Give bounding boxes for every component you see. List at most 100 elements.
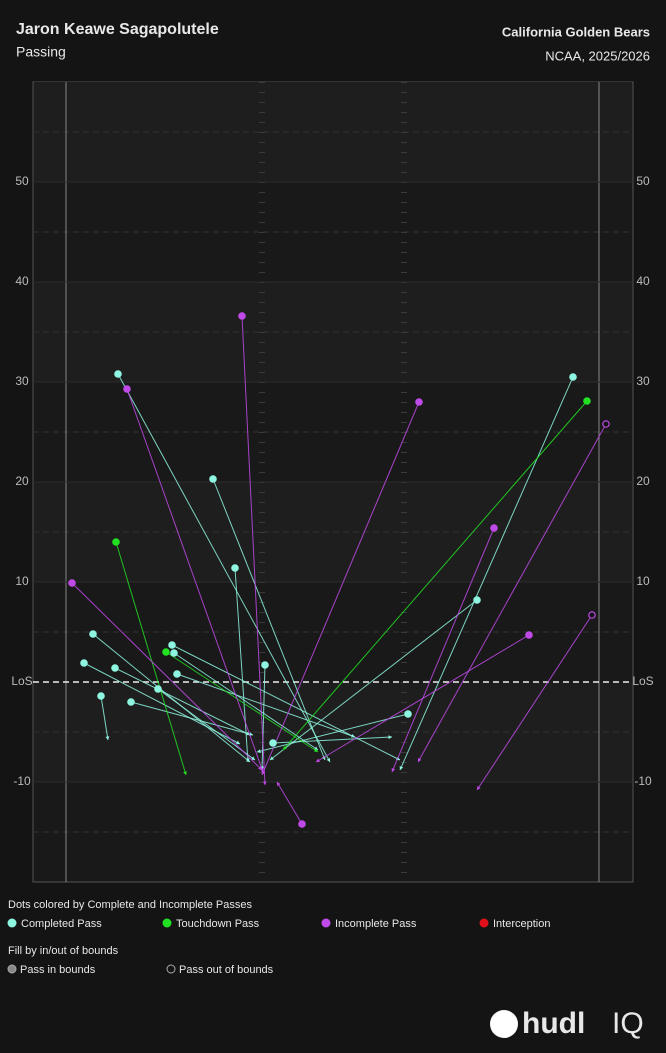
y-tick-label: LoS [11, 674, 32, 688]
pass-line [234, 567, 249, 763]
pass-target [80, 659, 88, 667]
fill-legend-swatch [166, 964, 176, 974]
chart-subtitle: Passing [16, 44, 66, 60]
pass-target [415, 398, 423, 406]
pass-line [165, 651, 319, 753]
pass-line [256, 713, 409, 753]
throw-point [246, 758, 250, 762]
pass-line [176, 673, 356, 738]
throw-point [388, 735, 392, 740]
fill-legend-label: Pass in bounds [20, 964, 96, 976]
throw-point [105, 736, 110, 740]
pass-target [298, 820, 306, 828]
pass-target [588, 611, 596, 619]
chart-title: Jaron Keawe Sagapolutele [16, 21, 219, 38]
throw-point [277, 782, 281, 786]
pass-line [114, 667, 251, 736]
throw-point [477, 786, 481, 790]
pass-target [404, 710, 412, 718]
legend-label: Interception [493, 918, 550, 930]
pass-line [71, 582, 263, 771]
throw-point [314, 746, 318, 750]
pass-target [112, 538, 120, 546]
pass-target [68, 579, 76, 587]
fill-legend-title: Fill by in/out of bounds [8, 945, 119, 957]
throw-point [260, 768, 264, 772]
passes [68, 312, 610, 828]
competition: NCAA, 2025/2026 [545, 48, 650, 63]
pass-line [100, 695, 109, 741]
pass-target [602, 420, 610, 428]
pass-line [476, 614, 593, 791]
legend-swatch [479, 918, 489, 928]
legend-title: Dots colored by Complete and Incomplete … [8, 899, 252, 911]
throw-point [326, 758, 330, 762]
y-tick-label: 10 [15, 574, 29, 588]
pass-target [209, 475, 217, 483]
logo-icon [490, 1010, 518, 1038]
legend-swatch [162, 918, 172, 928]
pass-target [162, 648, 170, 656]
y-tick-label-right: 30 [636, 374, 650, 388]
pass-target [97, 692, 105, 700]
pass-line [315, 634, 530, 763]
y-tick-label: 50 [15, 174, 29, 188]
fill-legend-label: Pass out of bounds [179, 964, 274, 976]
pass-target [114, 370, 122, 378]
pass-target [525, 631, 533, 639]
throw-point [399, 766, 404, 770]
pass-line [399, 376, 574, 771]
y-tick-label: 20 [15, 474, 29, 488]
legend-label: Completed Pass [21, 918, 102, 930]
y-tick-label-right: 10 [636, 574, 650, 588]
logo-text: hudl [522, 1007, 585, 1040]
pass-line [417, 423, 607, 763]
throw-point [283, 746, 287, 750]
pass-target [261, 661, 269, 669]
throw-point [183, 771, 187, 775]
pass-target [473, 596, 481, 604]
y-tick-label: 40 [15, 274, 29, 288]
y-tick-label: -10 [13, 774, 31, 788]
pass-target [123, 385, 131, 393]
pass-line [115, 541, 187, 776]
y-tick-label-right: LoS [632, 674, 653, 688]
pass-line [173, 652, 319, 751]
logo-suffix: IQ [612, 1007, 644, 1040]
pass-target [238, 312, 246, 320]
y-tick-label-right: 40 [636, 274, 650, 288]
pass-line [269, 599, 478, 761]
pass-target [154, 685, 162, 693]
pass-line [171, 644, 401, 761]
pass-target [168, 641, 176, 649]
throw-point [316, 758, 320, 762]
fill-legend-swatch [7, 964, 17, 974]
throw-point [251, 756, 255, 760]
pass-line [126, 388, 264, 773]
pass-target [569, 373, 577, 381]
throw-point [236, 740, 240, 745]
y-tick-label-right: -10 [634, 774, 652, 788]
throw-point [418, 758, 422, 762]
legend-label: Touchdown Pass [176, 918, 260, 930]
pass-line [92, 633, 251, 763]
y-tick-label: 30 [15, 374, 29, 388]
pass-line [241, 315, 266, 786]
y-tick-label-right: 20 [636, 474, 650, 488]
legend-swatch [7, 918, 17, 928]
throw-point [257, 749, 261, 754]
legend-swatch [321, 918, 331, 928]
legend-label: Incomplete Pass [335, 918, 417, 930]
throw-point [262, 781, 267, 785]
logo: hudl IQ [490, 1007, 644, 1040]
team: California Golden Bears [502, 24, 650, 39]
pass-target [89, 630, 97, 638]
pass-target [490, 524, 498, 532]
throw-point [391, 768, 396, 772]
pass-line [261, 401, 420, 776]
pass-line [276, 781, 303, 825]
throw-point [351, 734, 355, 738]
y-tick-label-right: 50 [636, 174, 650, 188]
pass-target [111, 664, 119, 672]
